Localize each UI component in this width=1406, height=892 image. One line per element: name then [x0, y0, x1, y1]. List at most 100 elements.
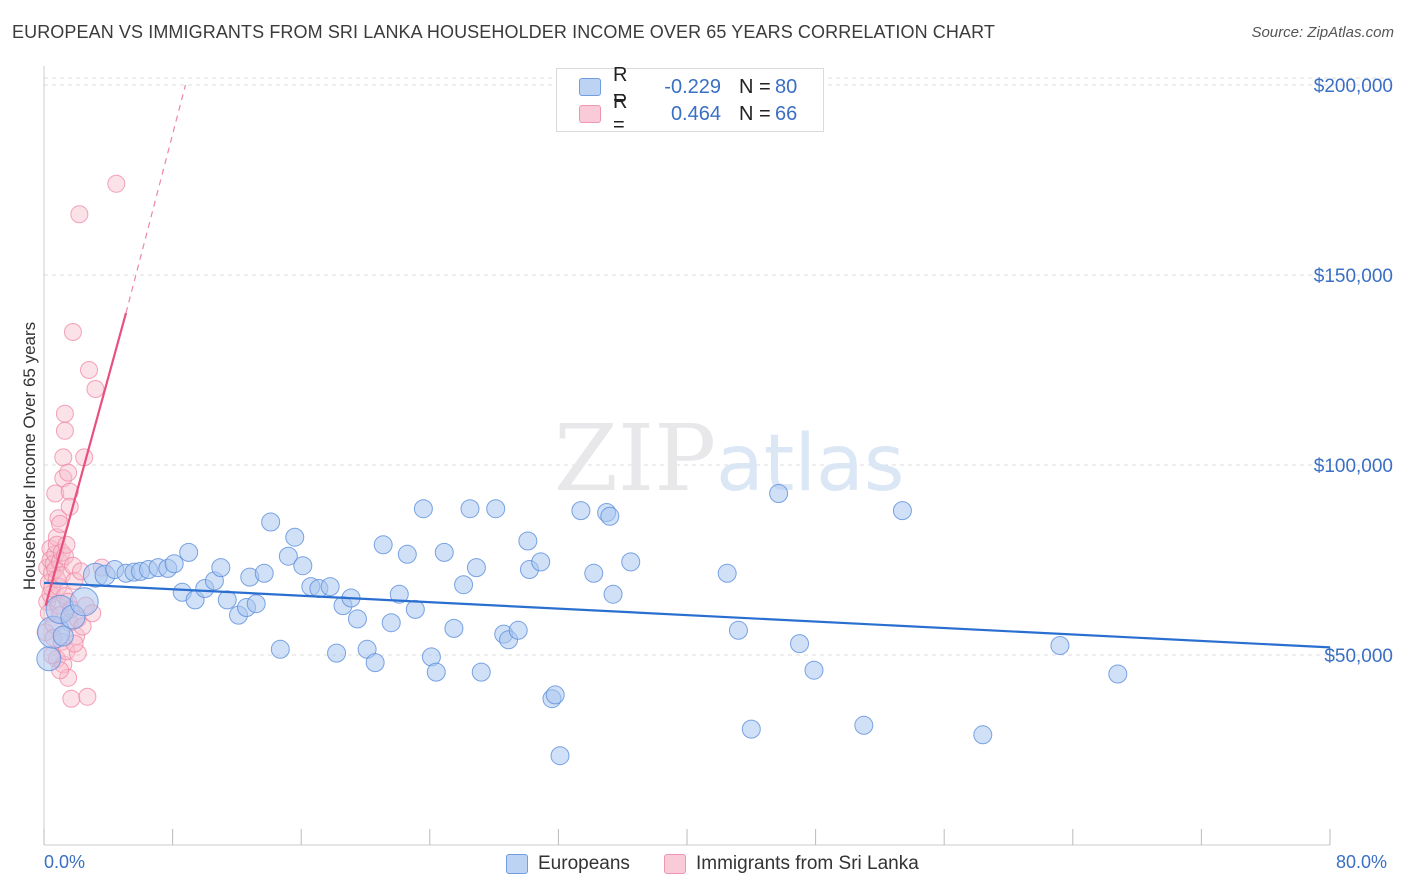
n-value: 66 [775, 102, 798, 125]
x-tick-max: 80.0% [1336, 852, 1388, 872]
trend-lines [43, 84, 1331, 649]
watermark: ZIP atlas [554, 405, 905, 512]
europeans-point [405, 599, 425, 619]
europeans-point [36, 646, 62, 672]
europeans-point [381, 613, 401, 633]
x-tick-min: 0.0% [44, 852, 86, 872]
europeans-point [741, 719, 761, 739]
sri-lanka-point [107, 174, 126, 193]
sri-lanka-legend-swatch [664, 854, 686, 874]
europeans-point [327, 643, 347, 663]
r-value: -0.229 [664, 75, 721, 98]
europeans-point [365, 653, 385, 673]
europeans-point [217, 590, 237, 610]
europeans-point [444, 618, 464, 638]
y-tick-label: $100,000 [1314, 456, 1393, 477]
sri-lanka-point [86, 380, 105, 398]
europeans-legend-swatch [506, 854, 528, 874]
europeans-point [545, 685, 565, 705]
europeans-point [164, 554, 184, 574]
y-tick-label: $200,000 [1314, 76, 1393, 97]
europeans-point [466, 558, 486, 578]
r-label: R = [613, 91, 628, 136]
sri-lanka-point [60, 482, 79, 501]
europeans-point [389, 584, 409, 604]
sri-lanka-point [54, 448, 73, 467]
sri-lanka-point [60, 497, 79, 516]
sri-lanka-legend-label: Immigrants from Sri Lanka [696, 853, 919, 874]
legend-sri-lanka: Immigrants from Sri Lanka [664, 852, 919, 876]
sri-lanka-point [62, 689, 81, 708]
sri-lanka-point [68, 644, 87, 663]
legend-row-europeans: R = -0.229 N = 80 [579, 64, 798, 109]
europeans-point [246, 594, 266, 614]
europeans-point [728, 620, 748, 640]
europeans-point [508, 620, 528, 640]
europeans-point [211, 558, 231, 578]
europeans-point [973, 725, 993, 745]
europeans-point [460, 499, 480, 519]
europeans-point [293, 556, 313, 576]
sri-lanka-point [78, 687, 97, 706]
sri-lanka-point [55, 404, 74, 423]
legend-row-sri-lanka: R = 0.464 N = 66 [579, 91, 798, 136]
europeans-point [454, 575, 474, 595]
sri-lanka-point [55, 421, 74, 440]
europeans-trend-line [43, 581, 1331, 649]
y-tick-labels: $50,000 $100,000 $150,000 $200,000 [1314, 76, 1393, 667]
europeans-point [373, 535, 393, 555]
europeans-point [397, 544, 417, 564]
sri-lanka-trend-line [44, 312, 128, 606]
sri-lanka-point [63, 323, 82, 341]
europeans-point [320, 577, 340, 597]
europeans-point [426, 662, 446, 682]
r-label: R = [613, 64, 628, 109]
n-label: N = [739, 75, 771, 98]
europeans-point [179, 542, 199, 562]
europeans-point [347, 609, 367, 629]
europeans-point [52, 625, 74, 647]
europeans-point [531, 552, 551, 572]
europeans-point [254, 563, 274, 583]
europeans-point [769, 484, 789, 503]
europeans-point [854, 715, 874, 735]
sri-lanka-trend-extension [125, 84, 187, 314]
sri-lanka-point [80, 361, 99, 379]
europeans-point [1050, 636, 1070, 655]
europeans-point [278, 546, 298, 566]
y-tick-label: $50,000 [1324, 646, 1393, 667]
watermark-zip: ZIP [554, 405, 716, 512]
correlation-legend: R = -0.229 N = 80 R = 0.464 N = 66 [556, 64, 824, 136]
chart-title: EUROPEAN VS IMMIGRANTS FROM SRI LANKA HO… [12, 22, 995, 42]
europeans-point [270, 639, 290, 659]
europeans-legend-label: Europeans [538, 853, 630, 874]
watermark-atlas: atlas [716, 419, 905, 509]
europeans-point [550, 746, 570, 766]
europeans-point [804, 660, 824, 680]
europeans-point [518, 531, 538, 551]
axes [43, 66, 1331, 846]
europeans-point [790, 634, 810, 654]
europeans-point [471, 662, 491, 682]
europeans-point [621, 552, 641, 572]
europeans-point [285, 527, 305, 547]
y-tick-label: $150,000 [1314, 266, 1393, 287]
europeans-points [36, 484, 1128, 766]
europeans-point [261, 512, 281, 532]
europeans-point [600, 506, 620, 526]
europeans-point [434, 542, 454, 562]
legend-europeans: Europeans [506, 852, 630, 876]
source-label: Source: ZipAtlas.com [1251, 24, 1394, 41]
sri-lanka-point [59, 463, 78, 482]
europeans-point [1108, 664, 1128, 684]
europeans-point [892, 501, 912, 521]
europeans-point [69, 587, 99, 617]
europeans-point [717, 563, 737, 583]
y-axis-label: Householder Income Over 65 years [20, 321, 39, 591]
europeans-point [486, 499, 506, 519]
europeans-swatch [579, 78, 601, 96]
n-value: 80 [775, 75, 798, 98]
europeans-point [413, 499, 433, 519]
sri-lanka-swatch [579, 105, 601, 123]
sri-lanka-point [46, 484, 65, 503]
